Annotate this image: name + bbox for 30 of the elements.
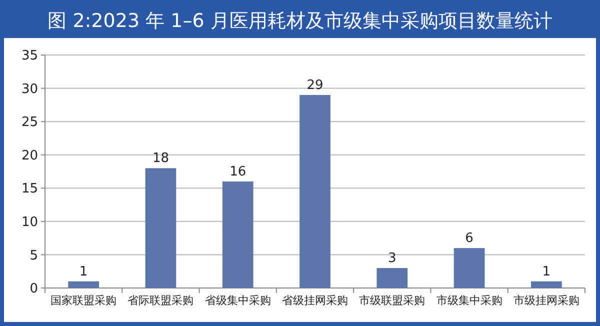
y-tick-label: 5	[30, 248, 38, 264]
y-tick-label: 25	[21, 115, 38, 130]
y-tick-label: 0	[30, 282, 38, 297]
y-tick-label: 20	[21, 148, 38, 164]
x-tick-label: 省际联盟采购	[128, 294, 194, 307]
bar	[300, 94, 330, 288]
x-tick-label: 市级挂网采购	[513, 294, 580, 307]
y-tick-label: 35	[21, 48, 38, 64]
data-label: 18	[152, 151, 169, 166]
data-label: 1	[79, 264, 88, 280]
x-tick-label: 国家联盟采购	[50, 294, 117, 307]
bar	[145, 168, 176, 288]
data-label: 29	[306, 78, 324, 93]
data-label: 1	[542, 264, 551, 280]
bar	[454, 248, 485, 288]
data-label: 6	[465, 231, 474, 246]
y-tick-label: 15	[21, 182, 38, 197]
data-label: 3	[388, 251, 396, 266]
bar	[222, 181, 254, 288]
x-tick-label: 省级挂网采购	[282, 294, 348, 307]
x-tick-label: 省级集中采购	[204, 294, 271, 307]
x-tick-label: 市级联盟采购	[359, 294, 426, 307]
y-tick-label: 10	[21, 214, 38, 230]
data-label: 16	[230, 164, 246, 180]
bar	[376, 268, 408, 288]
bar	[68, 281, 99, 288]
bar	[531, 281, 562, 288]
chart-title: 图 2:2023 年 1–6 月医用耗材及市级集中采购项目数量统计	[48, 10, 552, 32]
y-tick-label: 30	[21, 82, 38, 97]
x-tick-label: 市级集中采购	[436, 294, 502, 307]
